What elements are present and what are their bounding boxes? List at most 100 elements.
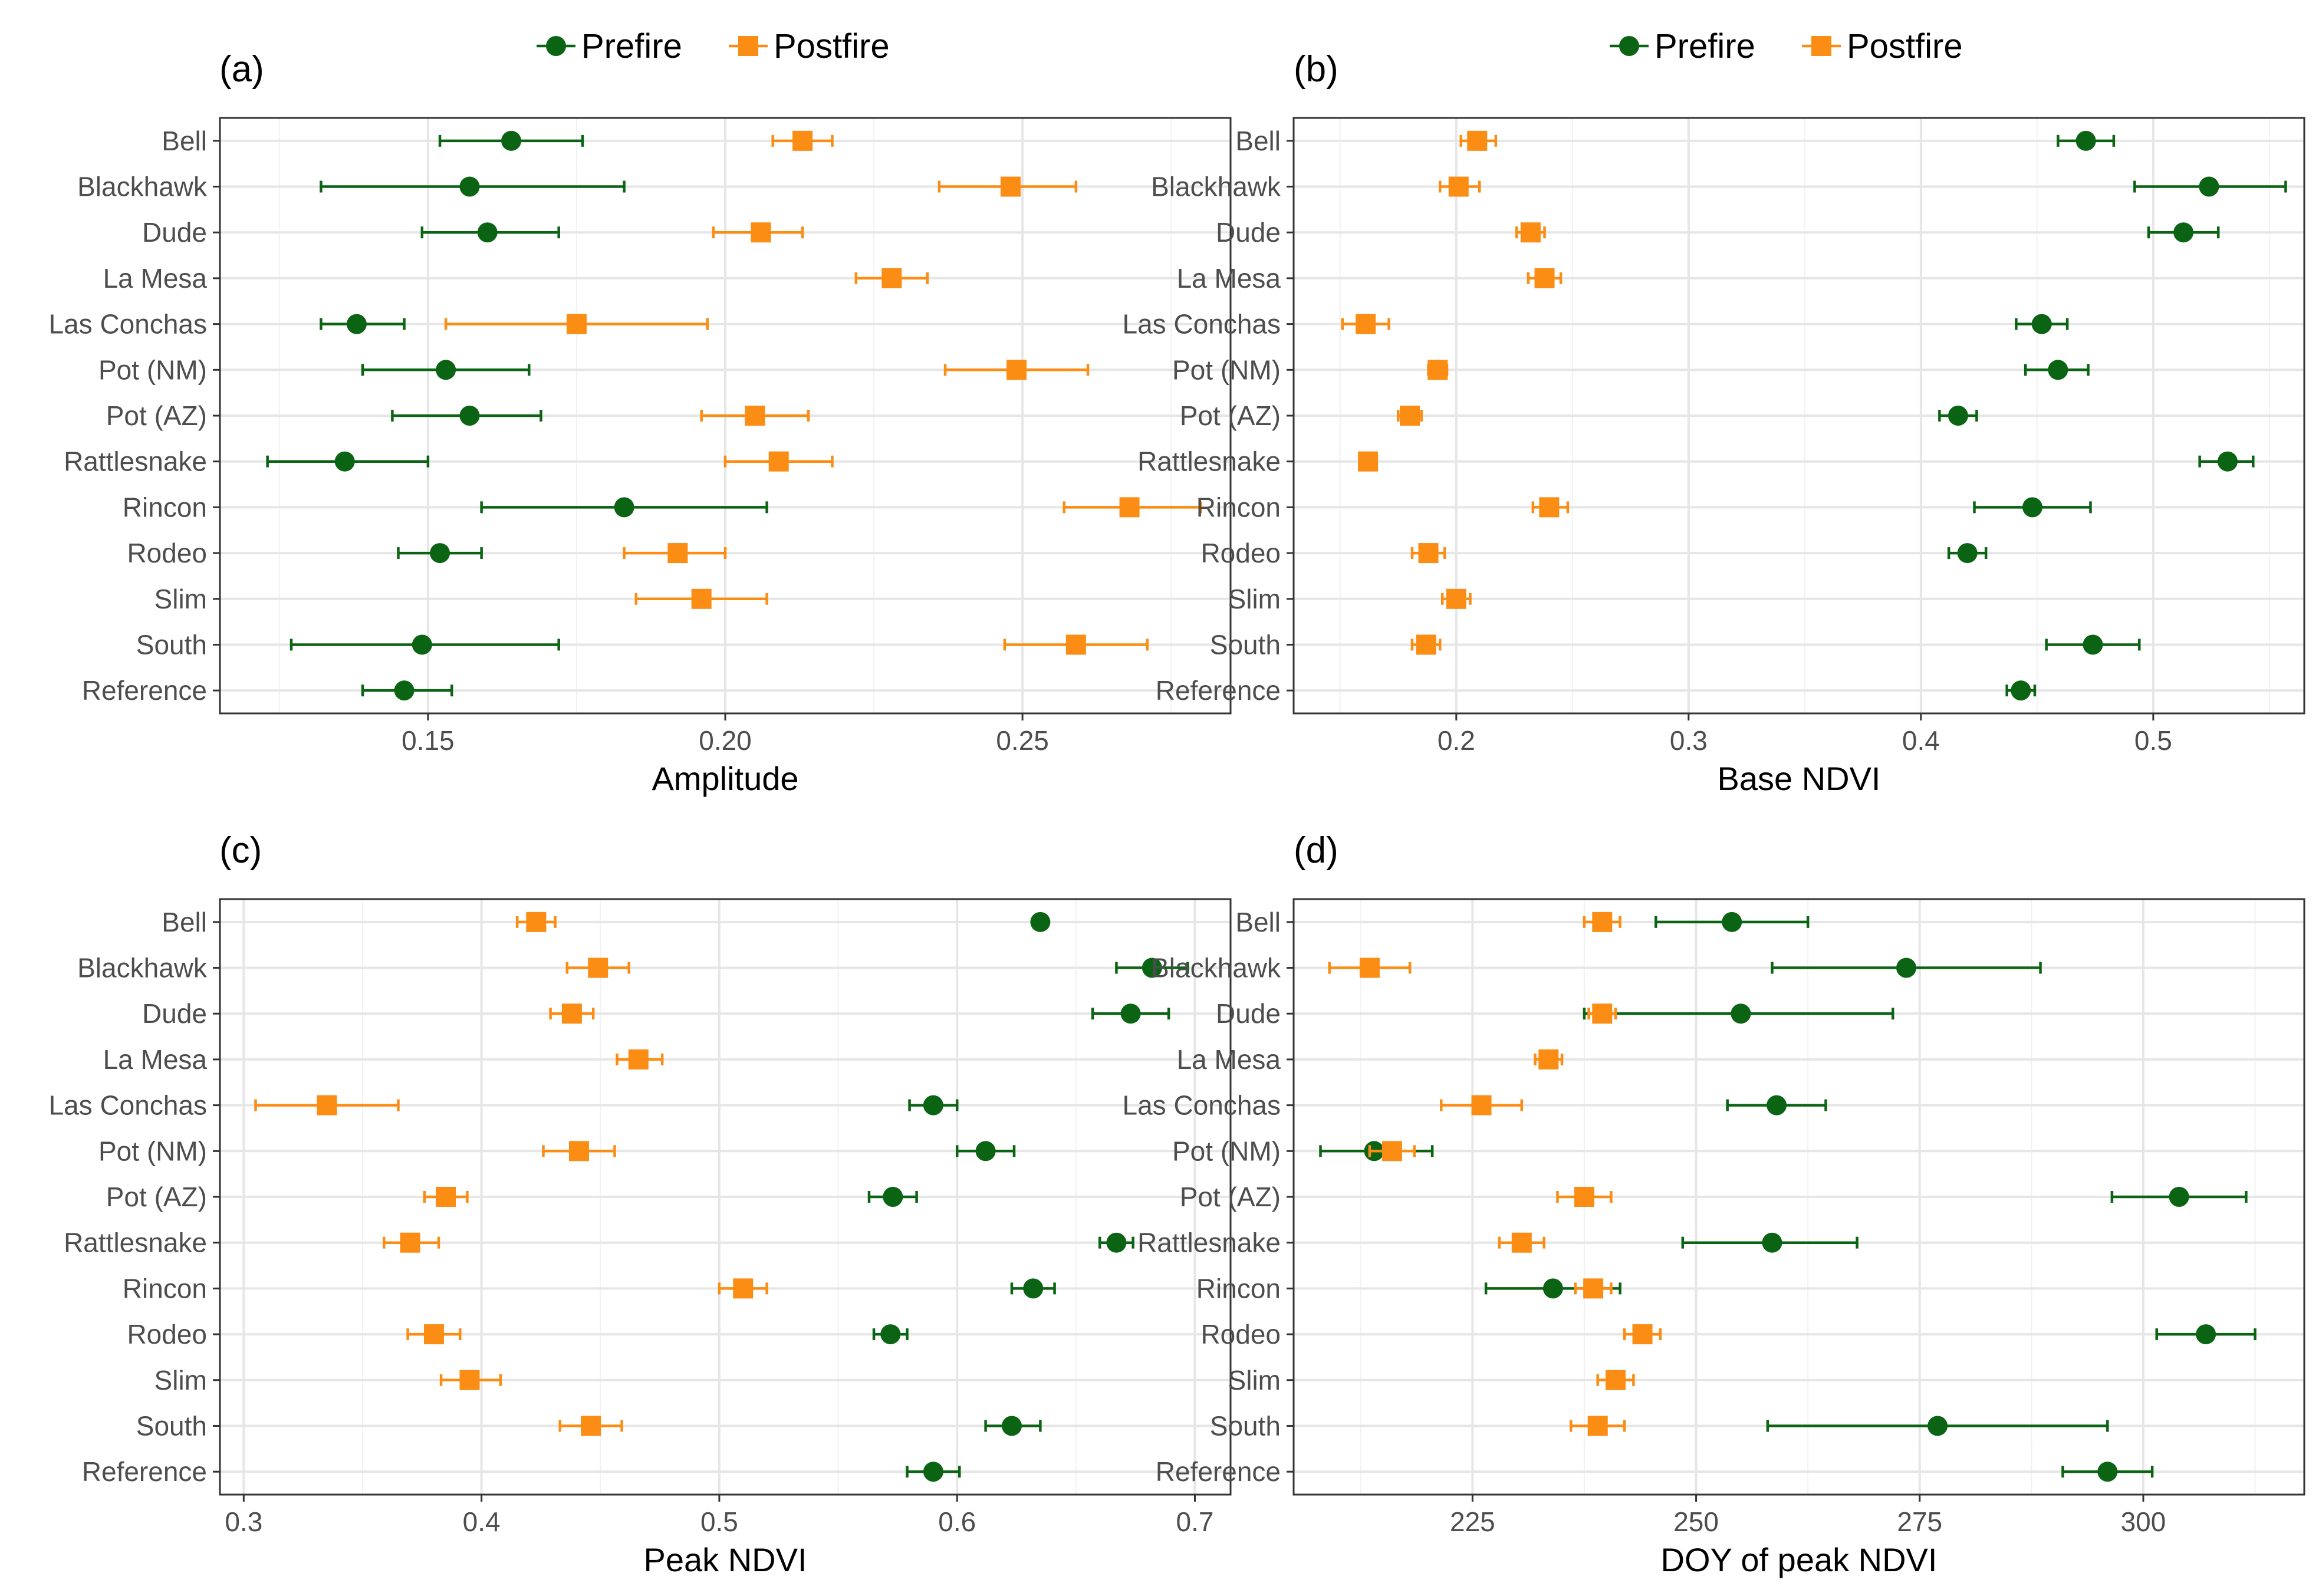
marker-square [1606,1370,1626,1390]
panel-b: Bell Blackhawk Dude La Mesa Las Conchas Pot (… [1123,27,2305,797]
marker-square [1359,957,1380,978]
y-tick-label: Blackhawk [77,953,208,983]
y-tick-label: Rattlesnake [1137,446,1281,477]
point-prefire-rattlesnake [1681,1232,1859,1253]
marker-circle [2199,176,2219,197]
y-tick-label: Rodeo [1200,538,1281,568]
marker-square [1119,497,1140,518]
y-tick-label: Pot (NM) [98,1136,207,1166]
y-tick-label: La Mesa [1177,1044,1281,1075]
x-axis-title: Peak NDVI [644,1541,807,1578]
y-tick-label: South [136,629,207,660]
marker-square [751,222,771,243]
y-tick-label: Slim [1228,1365,1281,1396]
marker-square [1538,1049,1559,1070]
point-postfire-pot-nm [542,1141,616,1161]
marker-circle [880,1324,901,1345]
point-postfire-south [558,1416,623,1436]
point-prefire-dude [1583,1003,1894,1024]
marker-square [1356,314,1376,334]
x-axis-title: DOY of peak NDVI [1661,1541,1938,1578]
panel-label: (a) [219,49,264,90]
point-prefire-rattlesnake [2198,451,2255,472]
marker-square [1400,406,1420,426]
marker-circle [975,1141,996,1161]
legend-marker-square [1811,36,1831,56]
point-postfire-pot-nm [1427,360,1449,380]
marker-square [588,957,608,978]
point-postfire-dude [1515,222,1546,243]
marker-circle [2173,222,2194,243]
marker-circle [1542,1278,1563,1299]
marker-square [436,1187,456,1207]
x-axis-title: Base NDVI [1718,760,1881,797]
marker-square [1511,1232,1532,1253]
point-postfire-pot-az [423,1187,469,1207]
marker-circle [2022,497,2042,518]
x-tick-label: 0.15 [402,725,455,756]
marker-circle [1030,911,1051,932]
marker-square [400,1232,420,1253]
x-tick-label: 0.4 [1902,725,1940,756]
point-postfire-slim [439,1370,502,1390]
y-tick-label: Slim [1228,584,1281,614]
y-tick-label: Rattlesnake [64,446,207,477]
y-tick-label: Pot (AZ) [106,400,207,431]
y-tick-label: South [1210,629,1281,660]
point-postfire-blackhawk [1328,957,1412,978]
point-prefire-south [290,634,560,655]
x-tick-label: 0.4 [463,1506,501,1537]
y-tick-label: Pot (NM) [1172,1136,1281,1166]
marker-circle [1957,543,1978,564]
marker-circle [1948,406,1968,426]
marker-circle [2048,360,2068,380]
marker-square [691,588,712,609]
point-postfire-rattlesnake [1358,451,1379,472]
point-postfire-bell [771,130,834,151]
y-tick-label: Reference [82,1456,207,1487]
point-postfire-la-mesa [616,1049,664,1070]
series-postfire [444,130,1202,655]
y-tick-label: Las Conchas [1123,309,1281,340]
point-postfire-bell [1459,130,1498,151]
panel-label: (b) [1294,49,1338,90]
point-postfire-slim [1440,588,1472,609]
point-postfire-slim [634,588,768,609]
x-tick-label: 225 [1450,1506,1495,1537]
marker-circle [2169,1187,2189,1207]
point-postfire-dude [1587,1003,1617,1024]
panel-d: Bell Blackhawk Dude La Mesa Las Conchas Pot (… [1123,830,2305,1578]
point-postfire-south [1569,1416,1626,1436]
point-postfire-dude [712,222,804,243]
marker-circle [1767,1095,1787,1115]
marker-square [1427,360,1448,380]
y-tick-label: Pot (AZ) [1180,400,1281,431]
marker-square [566,314,587,334]
marker-circle [459,406,480,426]
marker-circle [334,451,355,472]
marker-square [1592,1003,1613,1024]
marker-square [1006,360,1027,380]
marker-circle [1023,1278,1044,1299]
point-prefire-south [2045,634,2141,655]
marker-square [1587,1416,1608,1436]
marker-circle [2083,634,2103,655]
point-prefire-pot-nm [361,360,531,380]
marker-circle [1722,911,1742,932]
legend-label: Postfire [774,27,890,65]
x-axis-title: Amplitude [652,760,798,797]
point-prefire-rodeo [2155,1324,2256,1345]
marker-circle [1106,1232,1127,1253]
point-postfire-rattlesnake [723,451,834,472]
marker-square [1381,1141,1402,1161]
y-tick-label: Slim [154,1365,207,1396]
series-prefire [266,130,768,701]
legend-label: Postfire [1847,27,1963,65]
marker-circle [923,1462,943,1482]
point-postfire-bell [1583,911,1621,932]
y-tick-label: Rattlesnake [64,1228,207,1258]
y-tick-label: Dude [1216,217,1281,248]
point-prefire-reference [2005,680,2037,701]
marker-square [1583,1278,1604,1299]
marker-square [881,268,902,288]
